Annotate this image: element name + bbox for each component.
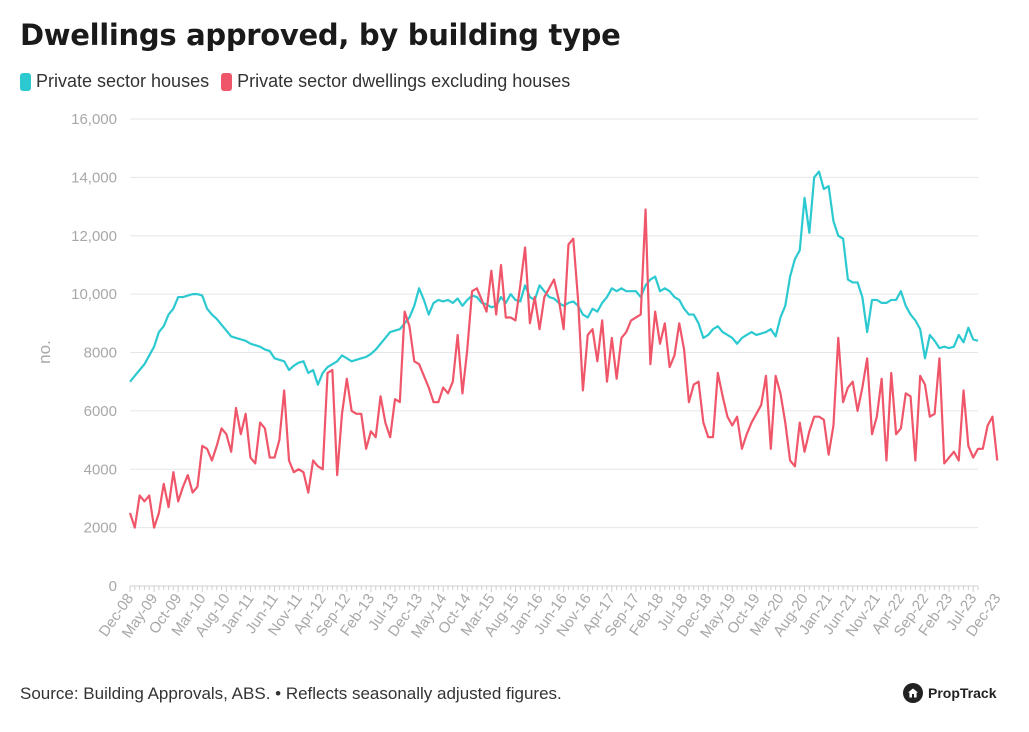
series-line-houses [129, 170, 979, 386]
brand-logo: PropTrack [903, 683, 996, 703]
y-axis: 0 2000 4000 6000 8000 10,000 12,000 14,000 16,00… [71, 111, 117, 595]
legend-item-houses[interactable]: Private sector houses [20, 71, 209, 92]
y-tick-label: 16,000 [71, 111, 117, 128]
legend-label-other: Private sector dwellings excluding house… [237, 71, 571, 91]
chart-title: Dwellings approved, by building type [20, 18, 621, 52]
legend-item-other[interactable]: Private sector dwellings excluding house… [221, 71, 570, 92]
y-tick-label: 4000 [84, 461, 117, 478]
x-axis: Dec-08May-09Oct-09Mar-10Aug-10Jan-11Jun-… [96, 586, 1005, 641]
series-line-other [128, 208, 999, 529]
y-axis-label: no. [35, 340, 54, 364]
chart-legend: Private sector houses Private sector dwe… [20, 71, 570, 92]
source-note: Source: Building Approvals, ABS. • Refle… [20, 684, 562, 703]
legend-swatch-houses [20, 72, 31, 91]
home-icon [903, 683, 923, 703]
legend-label-houses: Private sector houses [36, 71, 210, 91]
y-tick-label: 12,000 [71, 228, 117, 245]
legend-swatch-other [221, 72, 233, 91]
y-tick-label: 8000 [84, 345, 117, 362]
y-tick-label: 10,000 [71, 286, 117, 303]
y-tick-label: 14,000 [71, 169, 117, 186]
y-tick-label: 2000 [84, 520, 117, 537]
y-tick-label: 6000 [84, 403, 117, 420]
gridlines [130, 118, 978, 587]
series-lines [128, 170, 999, 529]
y-tick-label: 0 [109, 578, 117, 595]
brand-name: PropTrack [928, 685, 997, 701]
